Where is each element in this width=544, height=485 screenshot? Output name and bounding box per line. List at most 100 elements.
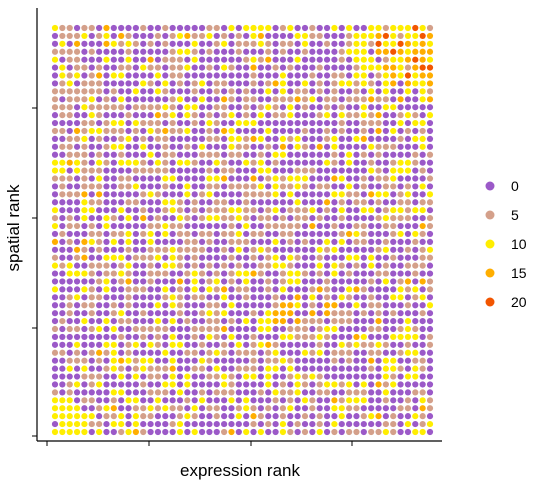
data-point <box>250 302 256 308</box>
data-point <box>287 80 293 86</box>
data-point <box>346 366 352 372</box>
data-point <box>346 231 352 237</box>
data-point <box>162 96 168 102</box>
data-point <box>170 381 176 387</box>
data-point <box>265 302 271 308</box>
data-point <box>339 286 345 292</box>
data-point <box>383 144 389 150</box>
data-point <box>170 294 176 300</box>
data-point <box>147 366 153 372</box>
data-point <box>346 175 352 181</box>
data-point <box>177 215 183 221</box>
data-point <box>74 334 80 340</box>
data-point <box>89 413 95 419</box>
data-point <box>412 397 418 403</box>
data-point <box>125 302 131 308</box>
data-point <box>331 207 337 213</box>
data-point <box>390 326 396 332</box>
data-point <box>177 167 183 173</box>
data-point <box>170 183 176 189</box>
data-point <box>133 421 139 427</box>
data-point <box>331 175 337 181</box>
data-point <box>199 96 205 102</box>
data-point <box>59 104 65 110</box>
data-point <box>103 136 109 142</box>
data-point <box>353 223 359 229</box>
data-point <box>140 421 146 427</box>
data-point <box>96 310 102 316</box>
data-point <box>375 41 381 47</box>
data-point <box>52 65 58 71</box>
data-point <box>368 167 374 173</box>
data-point <box>361 397 367 403</box>
data-point <box>125 389 131 395</box>
data-point <box>147 302 153 308</box>
data-point <box>295 413 301 419</box>
data-point <box>265 294 271 300</box>
data-point <box>243 136 249 142</box>
data-point <box>192 302 198 308</box>
data-point <box>287 215 293 221</box>
data-point <box>324 231 330 237</box>
data-point <box>346 413 352 419</box>
data-point <box>390 33 396 39</box>
data-point <box>103 429 109 435</box>
data-point <box>295 160 301 166</box>
data-point <box>309 350 315 356</box>
data-point <box>155 294 161 300</box>
data-point <box>140 128 146 134</box>
data-point <box>192 72 198 78</box>
data-point <box>59 302 65 308</box>
data-point <box>272 223 278 229</box>
data-point <box>390 318 396 324</box>
data-point <box>368 429 374 435</box>
data-point <box>346 239 352 245</box>
data-point <box>339 397 345 403</box>
data-point <box>309 231 315 237</box>
data-point <box>420 49 426 55</box>
data-point <box>353 263 359 269</box>
data-point <box>265 310 271 316</box>
data-point <box>295 263 301 269</box>
data-point <box>147 223 153 229</box>
data-point <box>250 215 256 221</box>
data-point <box>250 152 256 158</box>
data-point <box>177 326 183 332</box>
data-point <box>236 96 242 102</box>
data-point <box>302 33 308 39</box>
data-point <box>118 294 124 300</box>
data-point <box>324 358 330 364</box>
data-point <box>177 112 183 118</box>
data-point <box>375 310 381 316</box>
data-point <box>309 278 315 284</box>
data-point <box>280 358 286 364</box>
data-point <box>346 429 352 435</box>
data-point <box>420 191 426 197</box>
data-point <box>118 49 124 55</box>
data-point <box>420 136 426 142</box>
data-point <box>287 25 293 31</box>
data-point <box>118 302 124 308</box>
data-point <box>184 80 190 86</box>
data-point <box>214 191 220 197</box>
data-point <box>199 429 205 435</box>
data-point <box>89 128 95 134</box>
data-point <box>280 80 286 86</box>
data-point <box>302 397 308 403</box>
data-point <box>405 57 411 63</box>
data-point <box>368 373 374 379</box>
data-point <box>397 88 403 94</box>
data-point <box>236 49 242 55</box>
data-point <box>412 49 418 55</box>
data-point <box>177 247 183 253</box>
data-point <box>81 342 87 348</box>
data-point <box>228 255 234 261</box>
data-point <box>221 318 227 324</box>
data-point <box>89 152 95 158</box>
data-point <box>236 144 242 150</box>
data-point <box>331 405 337 411</box>
data-point <box>287 278 293 284</box>
data-point <box>324 350 330 356</box>
data-point <box>67 270 73 276</box>
data-point <box>390 120 396 126</box>
